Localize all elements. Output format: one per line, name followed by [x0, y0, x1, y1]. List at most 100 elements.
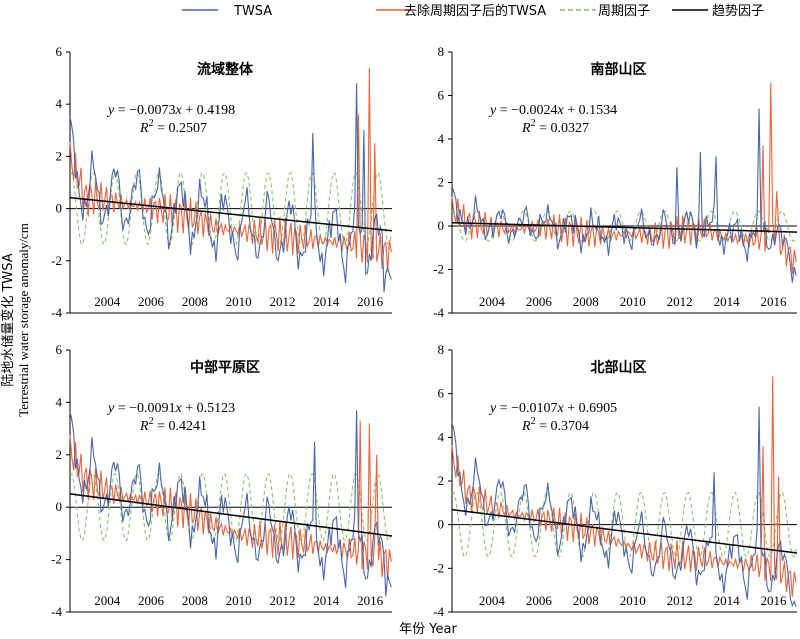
x-tick-label: 2016: [357, 294, 384, 309]
x-tick-label: 2016: [761, 593, 788, 608]
deseasonalized-twsa-line: [69, 67, 392, 272]
legend-entry: TWSA: [182, 4, 272, 19]
y-tick-label: 0: [438, 517, 445, 532]
y-tick-label: -4: [433, 604, 444, 619]
y-tick-label: -4: [51, 305, 62, 320]
y-tick-label: 4: [56, 96, 63, 111]
y-tick-label: 2: [56, 148, 63, 163]
x-tick-label: 2012: [269, 593, 295, 608]
y-tick-label: -2: [51, 253, 62, 268]
r-squared-exponent: 2: [149, 416, 154, 427]
y-tick-label: 2: [438, 473, 445, 488]
x-tick-label: 2008: [573, 593, 599, 608]
equation-intercept: + 0.4198: [182, 103, 235, 118]
panel-title: 流域整体: [197, 61, 254, 78]
r-squared-value: = 0.3704: [536, 419, 589, 434]
x-tick-label: 2004: [94, 294, 121, 309]
y-tick-label: 6: [56, 342, 63, 357]
twsa-series-line: [69, 410, 392, 597]
equation-slope: = −0.0091: [114, 401, 175, 416]
panel-title: 南部山区: [591, 61, 647, 78]
equation-var: x: [175, 103, 183, 118]
chart-panel: -4 -2 0 2 4 6 2004 2006 2008 2010 2012 2014 2016 中部平原…: [51, 342, 393, 619]
regression-equation: y = −0.0107x + 0.6905: [488, 401, 617, 416]
trend-line: [69, 493, 393, 537]
x-tick-label: 2004: [479, 294, 506, 309]
x-tick-label: 2008: [573, 294, 599, 309]
y-tick-label: -4: [51, 604, 62, 619]
y-tick-label: 6: [438, 88, 445, 103]
x-tick-label: 2014: [714, 593, 741, 608]
r-squared-symbol: R: [521, 419, 531, 434]
x-tick-label: 2008: [182, 593, 208, 608]
y-tick-label: 4: [438, 131, 445, 146]
r-squared: R2 = 0.0327: [521, 118, 589, 136]
equation-lhs: y: [106, 401, 115, 416]
y-axis-label-cn: 陆地水储量变化 TWSA: [0, 253, 16, 386]
y-tick-label: 4: [438, 429, 445, 444]
regression-equation: y = −0.0073x + 0.4198: [106, 103, 235, 118]
panel-title: 北部山区: [591, 359, 647, 376]
y-axis-label-en: Terrestrial water storage anomaly/cm: [16, 223, 31, 417]
x-tick-label: 2012: [667, 294, 693, 309]
panel-title: 中部平原区: [190, 359, 260, 376]
r-squared-exponent: 2: [149, 118, 154, 129]
y-tick-label: 8: [438, 342, 445, 357]
regression-equation: y = −0.0091x + 0.5123: [106, 401, 235, 416]
r-squared-exponent: 2: [531, 118, 536, 129]
r-squared-value: = 0.0327: [536, 121, 589, 136]
x-tick-label: 2012: [269, 294, 295, 309]
deseasonalized-twsa-line: [69, 420, 392, 581]
x-tick-label: 2006: [138, 593, 165, 608]
x-tick-label: 2010: [620, 294, 646, 309]
r-squared: R2 = 0.2507: [139, 118, 207, 136]
y-tick-label: 2: [56, 447, 63, 462]
legend-entry: 趋势因子: [672, 3, 764, 19]
seasonal-series-line: [69, 172, 392, 246]
x-tick-label: 2006: [526, 294, 553, 309]
y-tick-label: -4: [433, 305, 444, 320]
y-tick-label: 0: [438, 218, 445, 233]
twsa-series-line: [451, 108, 797, 283]
trend-line: [451, 221, 798, 233]
equation-lhs: y: [488, 401, 497, 416]
equation-intercept: + 0.1534: [564, 103, 617, 118]
equation-intercept: + 0.5123: [182, 401, 235, 416]
legend-entry: 去除周期因子后的TWSA: [376, 3, 546, 19]
deseasonalized-twsa-line: [451, 376, 797, 597]
x-tick-label: 2006: [526, 593, 553, 608]
x-tick-label: 2014: [313, 593, 340, 608]
legend-label: 周期因子: [598, 4, 650, 19]
r-squared-symbol: R: [139, 121, 149, 136]
legend: TWSA 去除周期因子后的TWSA 周期因子 趋势因子: [182, 3, 764, 19]
x-tick-label: 2008: [182, 294, 208, 309]
x-tick-label: 2016: [357, 593, 384, 608]
equation-intercept: + 0.6905: [564, 401, 617, 416]
r-squared-symbol: R: [521, 121, 531, 136]
legend-label: 去除周期因子后的TWSA: [404, 3, 546, 19]
chart-panel: -4 -2 0 2 4 6 8 2004 2006 2008 2010 2012 2014 2016 北部山…: [433, 342, 798, 619]
x-tick-label: 2004: [479, 593, 506, 608]
r-squared-exponent: 2: [531, 416, 536, 427]
twsa-series-line: [69, 83, 392, 293]
equation-slope: = −0.0107: [496, 401, 557, 416]
trend-line: [69, 196, 393, 232]
y-tick-label: 4: [56, 394, 63, 409]
y-axis-label: 陆地水储量变化 TWSA Terrestrial water storage a…: [0, 223, 31, 417]
x-axis-label: 年份 Year: [399, 622, 457, 637]
equation-var: x: [557, 401, 565, 416]
equation-lhs: y: [488, 103, 497, 118]
r-squared-value: = 0.4241: [154, 419, 207, 434]
x-tick-label: 2014: [313, 294, 340, 309]
r-squared: R2 = 0.3704: [521, 416, 589, 434]
twsa-series-line: [451, 406, 797, 607]
r-squared: R2 = 0.4241: [139, 416, 207, 434]
y-tick-label: 2: [438, 175, 445, 190]
x-tick-label: 2012: [667, 593, 693, 608]
legend-entry: 周期因子: [560, 4, 650, 19]
x-tick-label: 2004: [94, 593, 121, 608]
regression-equation: y = −0.0024x + 0.1534: [488, 103, 617, 118]
y-tick-label: 6: [438, 386, 445, 401]
r-squared-symbol: R: [139, 419, 149, 434]
